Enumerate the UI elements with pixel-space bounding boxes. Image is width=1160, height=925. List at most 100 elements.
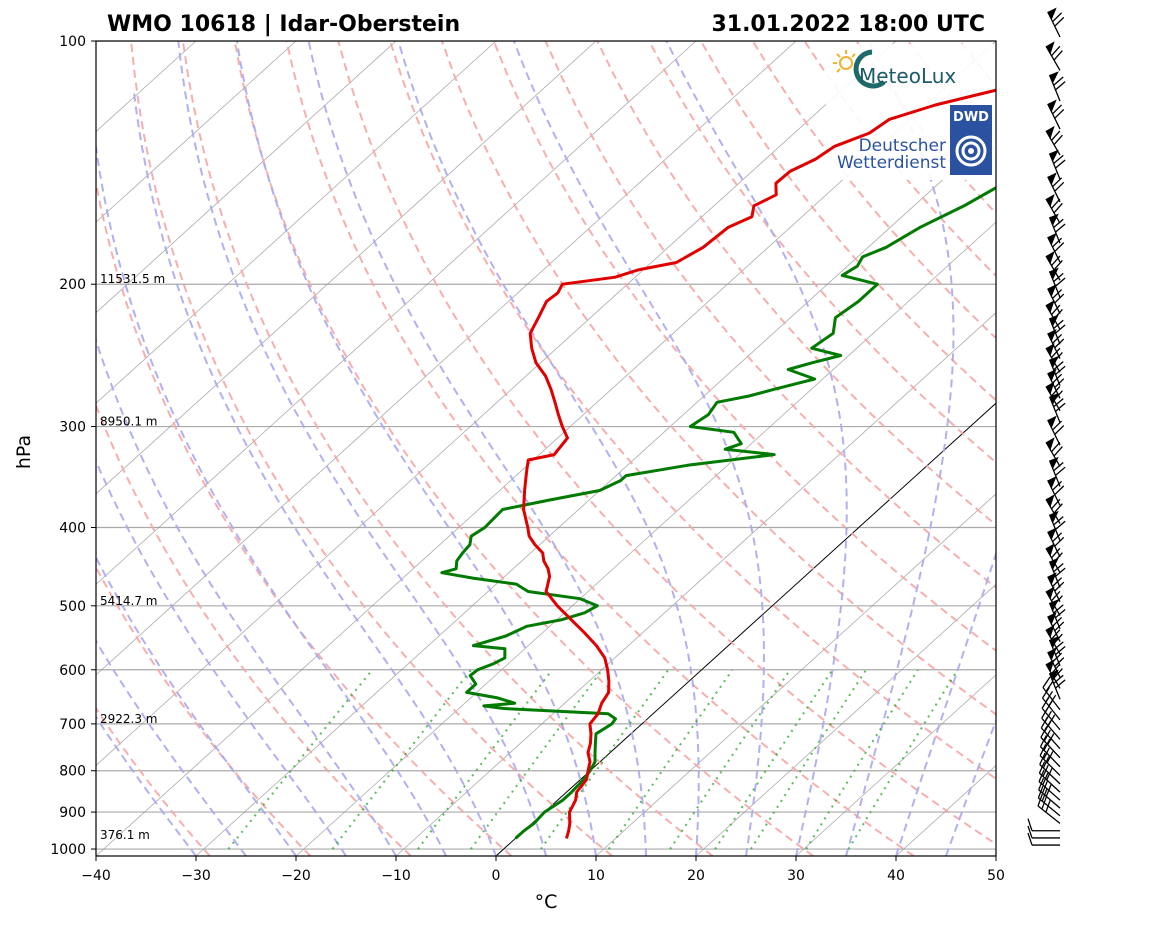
isotherm-line [96,41,797,676]
wind-barb-feather [1053,202,1063,214]
wind-barb-pennant [1047,284,1057,297]
wind-barb-feather [1053,218,1064,229]
x-tick-label: 30 [787,868,805,884]
y-tick-label: 400 [59,520,86,536]
wind-barb-feather [1054,425,1065,435]
wind-barb-staff [1045,663,1061,689]
wind-barb-feather [1051,45,1061,57]
y-tick-label: 600 [59,663,86,679]
wind-barb-feather [1052,420,1063,431]
wind-barb [1048,510,1066,541]
wind-barb [1045,586,1063,616]
wind-barb-feather [1054,108,1065,119]
wind-barb-feather [1052,333,1063,344]
wind-barb-feather [1051,629,1061,640]
wind-barb-feather [1051,547,1061,559]
wind-barb-feather [1053,352,1063,363]
wind-barb [1027,825,1060,839]
wind-barb-pennant [1046,381,1055,395]
wind-barb-pennant [1046,343,1055,356]
wind-barb-staff [1042,687,1061,711]
wind-barb [1048,213,1066,244]
meteolux-wordmark: MeteoLux [859,64,956,88]
wind-barb-feather [1053,154,1064,165]
isotherm-line [96,41,697,585]
chart-title-station: WMO 10618 | Idar-Oberstein [107,12,460,37]
wind-barb-feather [1051,386,1061,397]
dry-adiabat-line [96,402,412,856]
dry-adiabat-line [596,41,996,527]
wind-barb-feather [1055,402,1066,412]
x-tick-label: 40 [887,868,905,884]
wind-barb-feather [1053,361,1064,371]
wind-barb-feather [1053,595,1063,606]
y-tick-label: 800 [59,764,86,780]
wind-barb-pennant [1047,7,1057,20]
wind-barb [1045,381,1063,411]
y-tick-label: 1000 [50,842,86,858]
mixing-ratio-line [847,669,959,850]
wind-barb-feather [1055,679,1066,689]
y-axis: 100 200 300 400 500 600 700 800 900 1000 [50,34,96,858]
dewpoint-profile-line [440,186,996,840]
wind-barb [1045,343,1063,373]
dwd-name-line1: Deutscher [859,136,946,156]
y-tick-label: 900 [59,805,86,821]
moist-adiabat-line [845,41,955,856]
wind-barb-pennant [1046,193,1055,207]
wind-barb [1047,415,1065,446]
height-labels: 11531.5 m 8950.1 m 5414.7 m 2922.3 m 376.1 m [100,272,165,842]
wind-barb [1048,71,1066,102]
wind-barb-feather [1051,347,1061,359]
wind-barb-feather [1053,319,1064,329]
y-tick-label: 700 [59,717,86,733]
wind-barb-pennant [1046,300,1055,313]
mixing-ratio-line [750,669,867,850]
wind-barb-feather [1053,462,1064,472]
wind-barb-feather [1053,641,1064,651]
isotherm-line [695,583,996,856]
wind-barb-staff [1038,789,1061,809]
wind-barb [1045,300,1063,330]
wind-barb-feather [1054,485,1065,496]
wind-barb-feather [1054,16,1065,27]
wind-barb-feather [1051,590,1061,602]
wind-barb [1047,475,1065,506]
x-axis-label: °C [535,891,558,913]
wind-barb-feather [1053,674,1064,684]
meteolux-swoosh-icon [853,49,886,89]
wind-barb-feather [1052,177,1063,188]
dry-adiabat-line [1115,41,1160,856]
wind-barb [1047,172,1065,203]
wind-barb-feather [1051,130,1061,141]
moist-adiabat-line [132,89,497,856]
moist-adiabat-line [96,458,347,856]
wind-barb-feather [1054,657,1065,667]
wind-barb-pennant [1046,624,1055,638]
wind-barb-pennant [1047,172,1057,185]
dry-adiabat-line [130,41,613,856]
dwd-logo: DWD Deutscher Wetterdienst [837,105,992,175]
wind-barb [1045,543,1063,573]
wind-barbs [1027,7,1066,846]
wind-barb [1048,669,1066,700]
wind-barb-pennant [1047,475,1057,489]
wind-barb [1027,832,1060,846]
wind-barb-feather [1051,498,1061,510]
mixing-ratio-line [540,669,670,850]
wind-barb [1047,99,1065,130]
moist-adiabat-line [96,140,447,856]
wind-barb-staff [1040,727,1061,750]
wind-barb-feather [1055,223,1066,233]
y-tick-label: 200 [59,277,86,293]
wind-barb [1047,284,1065,314]
wind-barb-staff [1037,797,1061,817]
wind-barb-feather [1054,293,1065,304]
plot-frame [95,40,997,857]
sun-icon [833,50,856,73]
wind-barb-feather [1051,198,1061,209]
wind-barb-feather [1053,604,1064,614]
x-tick-label: 0 [492,868,501,884]
isotherm-line [96,41,297,223]
y-tick-label: 500 [59,599,86,615]
